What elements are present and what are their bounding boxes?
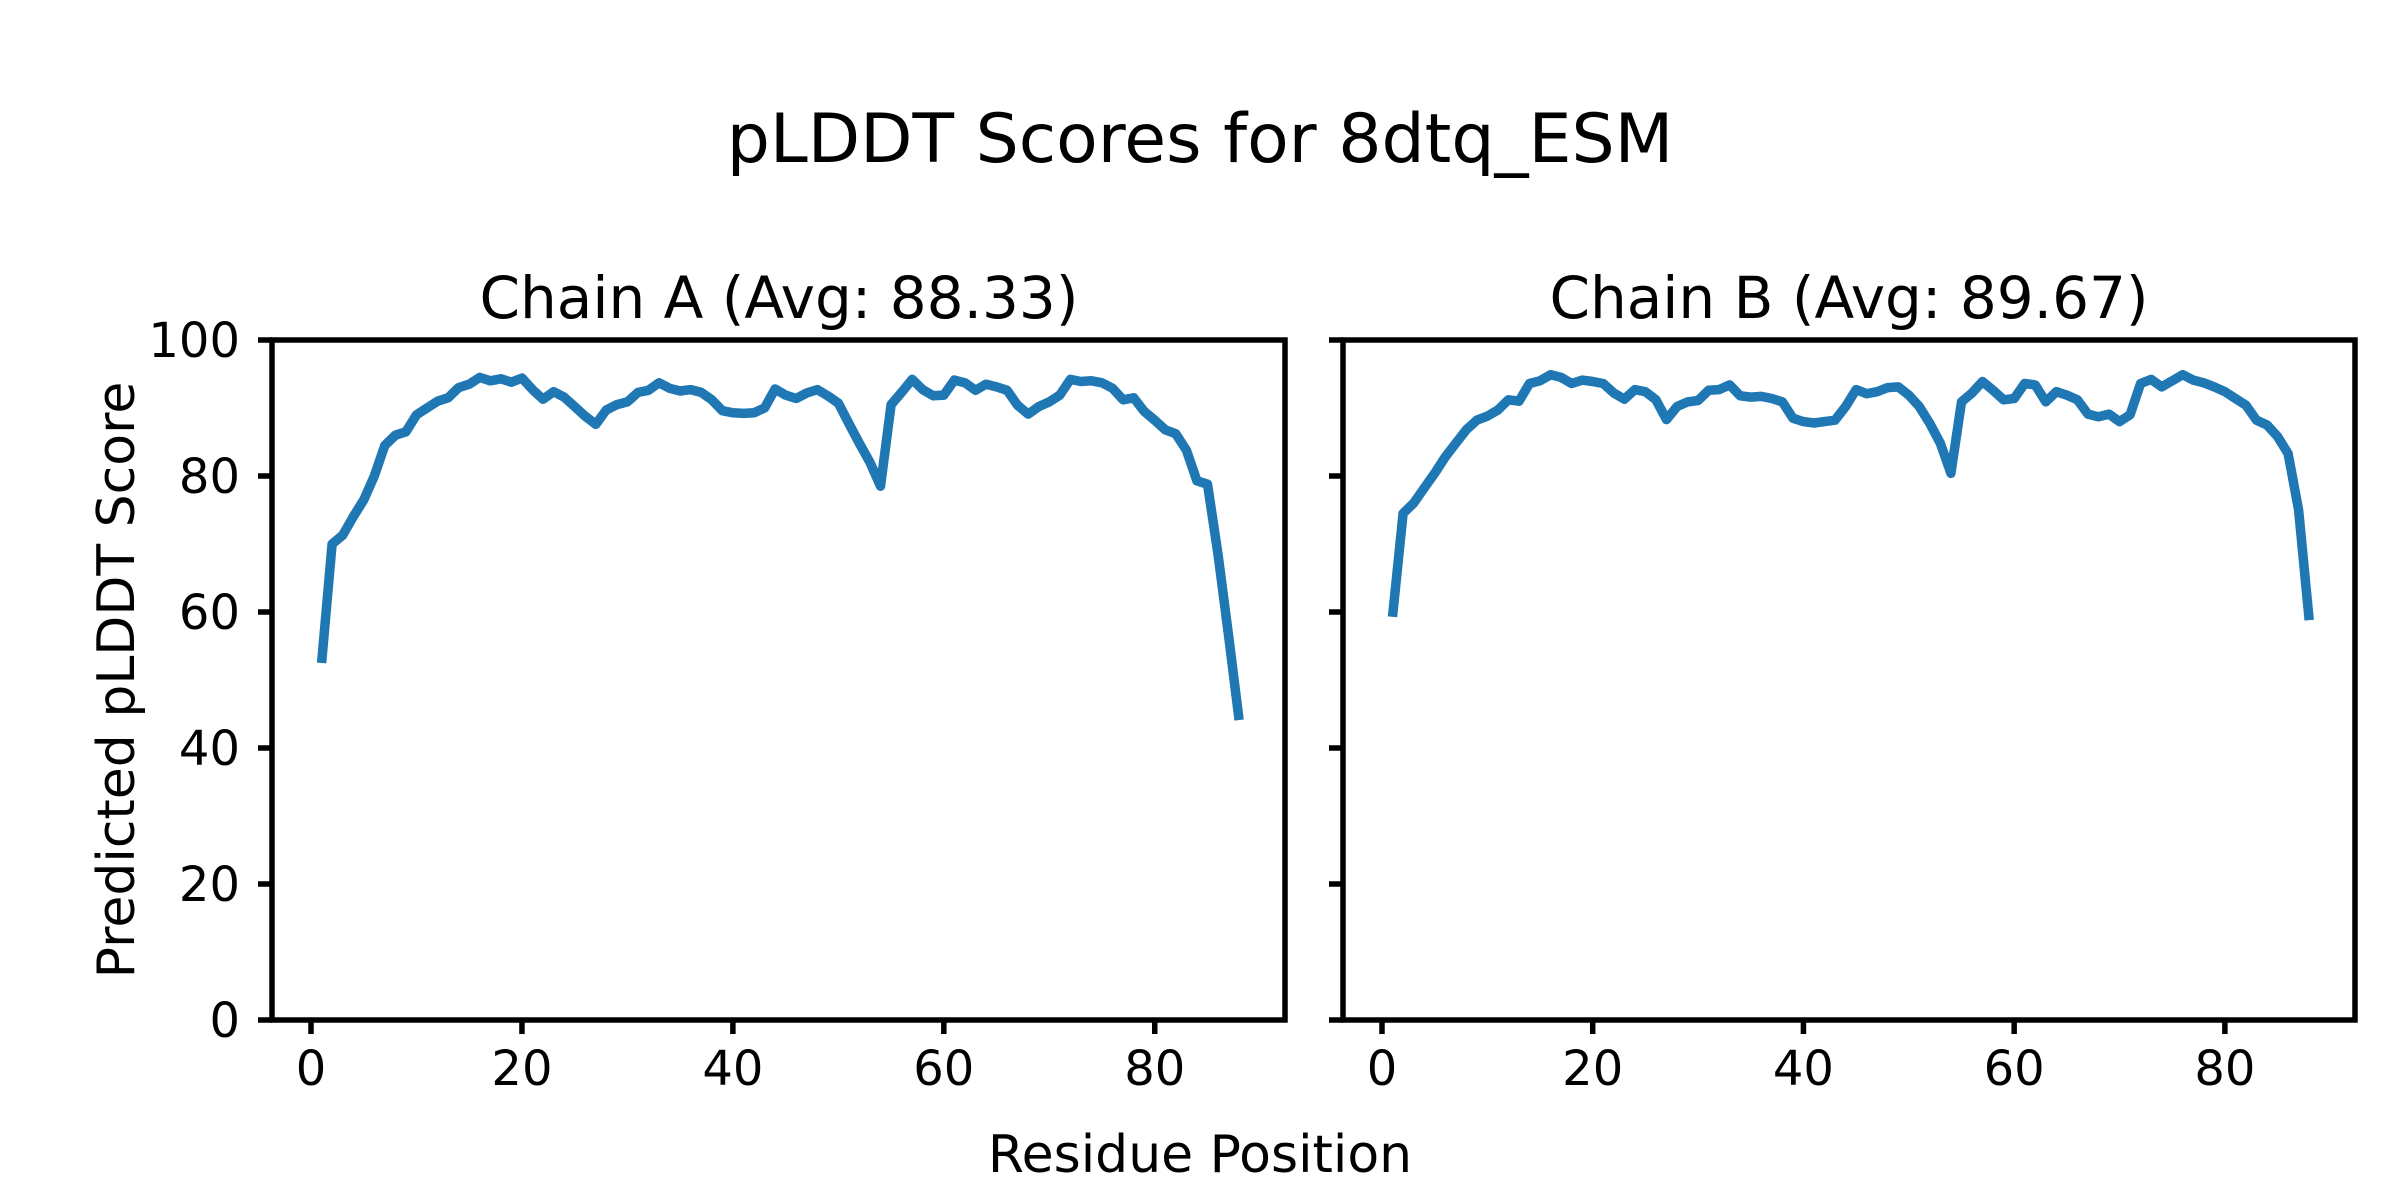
x-tick-label: 20	[1562, 1041, 1623, 1097]
y-tick-label: 40	[179, 721, 240, 777]
x-tick-label: 0	[1367, 1041, 1398, 1097]
y-tick-label: 100	[148, 313, 240, 369]
plddt-line-chain-a	[316, 372, 1244, 721]
y-tick-label: 0	[209, 993, 240, 1049]
x-tick-label: 80	[1124, 1041, 1185, 1097]
chain-a-title: Chain A (Avg: 88.33)	[480, 264, 1079, 332]
x-tick-label: 60	[913, 1041, 974, 1097]
x-tick-label: 80	[2194, 1041, 2255, 1097]
chain-b-title: Chain B (Avg: 89.67)	[1549, 264, 2148, 332]
chain-b-plot: 0 20 40 60 80	[1329, 337, 2358, 1097]
x-tick-label: 20	[491, 1041, 552, 1097]
x-tick-label: 40	[1773, 1041, 1834, 1097]
x-tick-label: 0	[296, 1041, 327, 1097]
figure-title: pLDDT Scores for 8dtq_ESM	[727, 100, 1674, 179]
y-tick-label: 60	[179, 585, 240, 641]
y-axis-label: Predicted pLDDT Score	[87, 382, 147, 979]
x-tick-label: 40	[702, 1041, 763, 1097]
axes-spines	[1340, 337, 2358, 1023]
plddt-line-chain-b	[1387, 369, 2314, 621]
y-tick-label: 20	[179, 857, 240, 913]
x-axis-label: Residue Position	[988, 1125, 1412, 1185]
x-tick-label: 60	[1984, 1041, 2045, 1097]
axes-spines	[269, 337, 1288, 1023]
chain-a-plot: 0 20 40 60 80 0 20 40 60 80 100	[148, 313, 1288, 1097]
y-tick-label: 80	[179, 449, 240, 505]
